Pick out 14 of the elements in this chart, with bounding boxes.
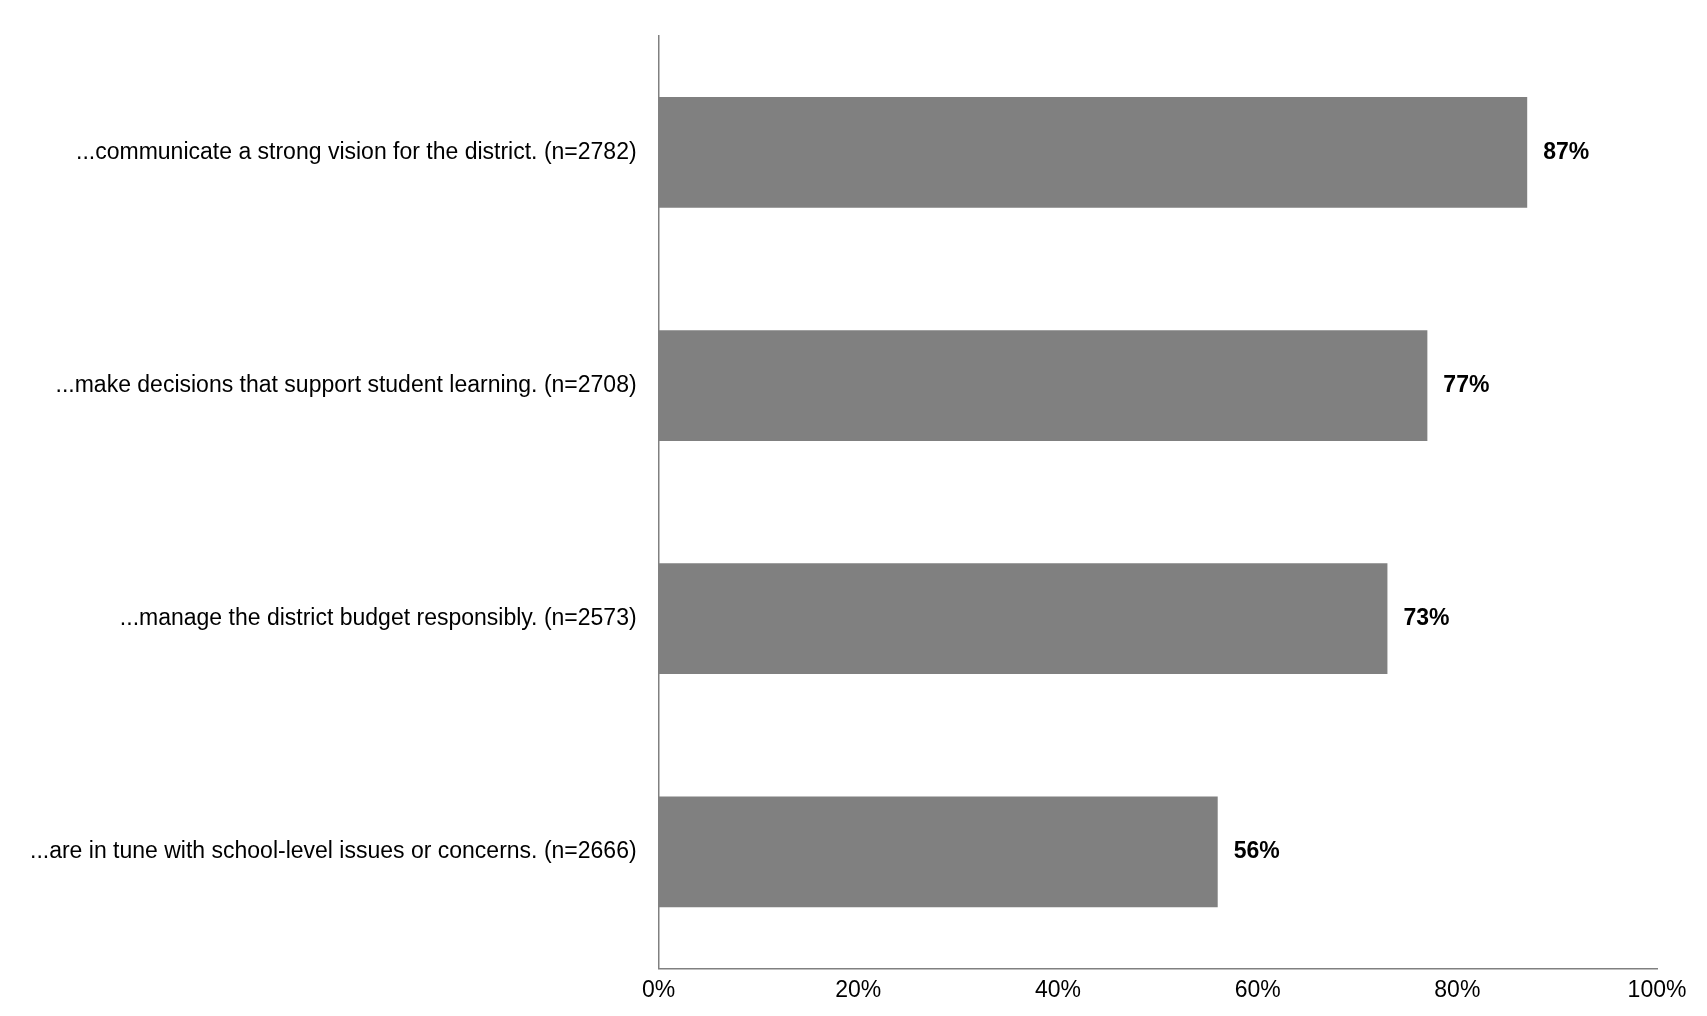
data-label: 77% [1443, 370, 1490, 397]
y-tick-label: ...communicate a strong vision for the district. (n=2782) [76, 137, 637, 164]
data-label: 73% [1403, 604, 1450, 631]
data-label: 87% [1543, 137, 1590, 164]
x-tick-label: 80% [1434, 975, 1481, 1002]
y-tick-label: ...make decisions that support student learning. (n=2708) [55, 370, 637, 397]
x-tick-label: 60% [1234, 975, 1281, 1002]
x-tick-label: 100% [1627, 975, 1687, 1002]
x-tick-label: 40% [1034, 975, 1081, 1002]
data-label: 56% [1233, 837, 1280, 864]
x-tick-label: 0% [641, 975, 676, 1002]
x-tick-label: 20% [835, 975, 882, 1002]
y-tick-label: ...are in tune with school-level issues or concerns. (n=2666) [29, 837, 637, 864]
y-tick-label: ...manage the district budget responsibly. (n=2573) [119, 604, 637, 631]
